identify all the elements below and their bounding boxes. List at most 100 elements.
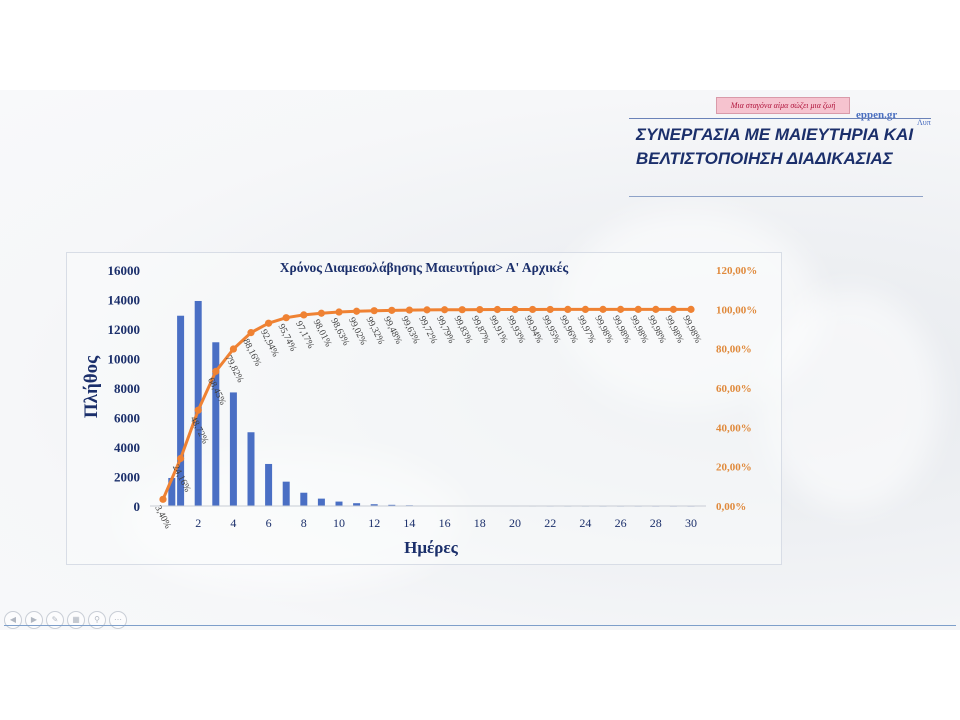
- y-tick-label: 16000: [108, 263, 141, 278]
- y2-tick-label: 0,00%: [716, 501, 746, 513]
- cumulative-point: [247, 329, 255, 337]
- chart-frame: [66, 252, 782, 565]
- pareto-chart: Χρόνος Διαμεσολάβησης Μαιευτήρια> Α' Αρχ…: [81, 260, 757, 557]
- cumulative-point: [441, 306, 449, 314]
- slide-title: ΣΥΝΕΡΓΑΣΙΑ ΜΕ ΜΑΙΕΥΤΗΡΙΑ ΚΑΙ ΒΕΛΤΙΣΤΟΠΟΙ…: [636, 123, 946, 171]
- cumulative-point: [652, 305, 660, 313]
- y-tick-label: 2000: [114, 470, 140, 485]
- y-tick-label: 14000: [108, 293, 141, 308]
- presentation-controls: ◀ ▶ ✎ ▦ ⚲ ⋯: [4, 611, 127, 629]
- back-arrow-icon[interactable]: ◀: [4, 611, 22, 629]
- slides-icon[interactable]: ▦: [67, 611, 85, 629]
- cumulative-point: [687, 305, 695, 313]
- x-tick-label: 8: [301, 516, 307, 530]
- cumulative-point: [194, 406, 202, 414]
- x-tick-label: 22: [544, 516, 556, 530]
- cumulative-data-label: 3,40%: [152, 504, 172, 530]
- background-blob: [760, 290, 940, 510]
- slide: Μια σταγόνα αίμα σώζει μια ζωή eppen.gr …: [0, 90, 960, 630]
- bar: [194, 300, 202, 506]
- y2-tick-label: 100,00%: [716, 304, 757, 316]
- y-tick-label: 6000: [114, 411, 140, 426]
- slide-title-line-2: ΒΕΛΤΙΣΤΟΠΟΙΗΣΗ ΔΙΑΔΙΚΑΣΙΑΣ: [636, 149, 893, 168]
- pen-icon[interactable]: ✎: [46, 611, 64, 629]
- bar: [282, 481, 290, 506]
- cumulative-data-label: 92,94%: [258, 328, 280, 359]
- y2-tick-label: 80,00%: [716, 344, 752, 356]
- y2-tick-label: 120,00%: [716, 265, 757, 277]
- x-tick-label: 28: [650, 516, 662, 530]
- x-tick-label: 4: [230, 516, 236, 530]
- cumulative-point: [300, 311, 308, 319]
- cumulative-point: [405, 306, 413, 314]
- cumulative-point: [634, 305, 642, 313]
- bar: [177, 315, 185, 506]
- x-tick-label: 2: [195, 516, 201, 530]
- y2-tick-label: 40,00%: [716, 422, 752, 434]
- title-rule-top: [629, 118, 931, 119]
- slide-bottom-line: [4, 625, 956, 626]
- cumulative-point: [229, 345, 237, 353]
- bar: [353, 503, 361, 506]
- cumulative-point: [564, 305, 572, 314]
- x-tick-label: 16: [439, 516, 451, 530]
- x-tick-label: 20: [509, 516, 521, 530]
- bar: [168, 477, 176, 506]
- cumulative-point: [493, 305, 501, 314]
- y-tick-label: 10000: [108, 352, 141, 367]
- cumulative-point: [177, 454, 185, 463]
- x-tick-label: 26: [615, 516, 627, 530]
- y-tick-label: 8000: [114, 381, 140, 396]
- bar: [317, 498, 325, 506]
- cumulative-point: [476, 305, 484, 314]
- cumulative-data-label: 88,16%: [240, 337, 262, 368]
- x-axis-label: Ημέρες: [404, 538, 458, 557]
- x-tick-label: 24: [579, 516, 591, 530]
- cumulative-point: [317, 309, 325, 317]
- cumulative-data-label: 79,82%: [223, 354, 245, 385]
- cumulative-point: [265, 319, 273, 327]
- cumulative-point: [529, 305, 537, 314]
- y2-tick-label: 20,00%: [716, 462, 752, 474]
- bar: [335, 501, 343, 506]
- x-tick-label: 10: [333, 516, 345, 530]
- x-tick-label: 30: [685, 516, 697, 530]
- cumulative-point: [617, 305, 625, 313]
- y-axis-label: Πλήθος: [81, 355, 102, 418]
- cumulative-point: [335, 308, 343, 316]
- bar: [370, 504, 378, 506]
- y-tick-label: 12000: [108, 322, 141, 337]
- chart-title: Χρόνος Διαμεσολάβησης Μαιευτήρια> Α' Αρχ…: [280, 260, 569, 275]
- campaign-badge: Μια σταγόνα αίμα σώζει μια ζωή: [716, 97, 850, 114]
- bar: [300, 492, 308, 506]
- zoom-icon[interactable]: ⚲: [88, 611, 106, 629]
- cumulative-point: [353, 307, 361, 315]
- y-tick-label: 4000: [114, 440, 140, 455]
- cumulative-point: [370, 307, 378, 315]
- cumulative-point: [599, 305, 607, 313]
- cumulative-point: [388, 306, 396, 314]
- forward-arrow-icon[interactable]: ▶: [25, 611, 43, 629]
- bar: [229, 392, 237, 506]
- cumulative-point: [458, 306, 466, 314]
- cumulative-point: [212, 367, 220, 375]
- cumulative-data-label: 95,74%: [276, 323, 298, 354]
- bar: [247, 432, 255, 506]
- cumulative-point: [511, 305, 519, 314]
- cumulative-point: [282, 314, 290, 322]
- cumulative-point: [669, 305, 678, 313]
- site-logo-suffix: Λυπ: [917, 118, 931, 127]
- slide-title-line-1: ΣΥΝΕΡΓΑΣΙΑ ΜΕ ΜΑΙΕΥΤΗΡΙΑ ΚΑΙ: [636, 125, 914, 144]
- y2-tick-label: 60,00%: [716, 383, 752, 395]
- bar: [265, 463, 273, 506]
- more-icon[interactable]: ⋯: [109, 611, 127, 629]
- title-rule-bottom: [629, 196, 923, 197]
- cumulative-data-label: 68,45%: [205, 376, 227, 407]
- x-tick-label: 6: [266, 516, 272, 530]
- bar: [212, 342, 220, 506]
- cumulative-point: [546, 305, 554, 314]
- x-tick-label: 18: [474, 516, 486, 530]
- x-tick-label: 14: [403, 516, 415, 530]
- cumulative-point: [159, 495, 167, 503]
- cumulative-point: [581, 305, 590, 313]
